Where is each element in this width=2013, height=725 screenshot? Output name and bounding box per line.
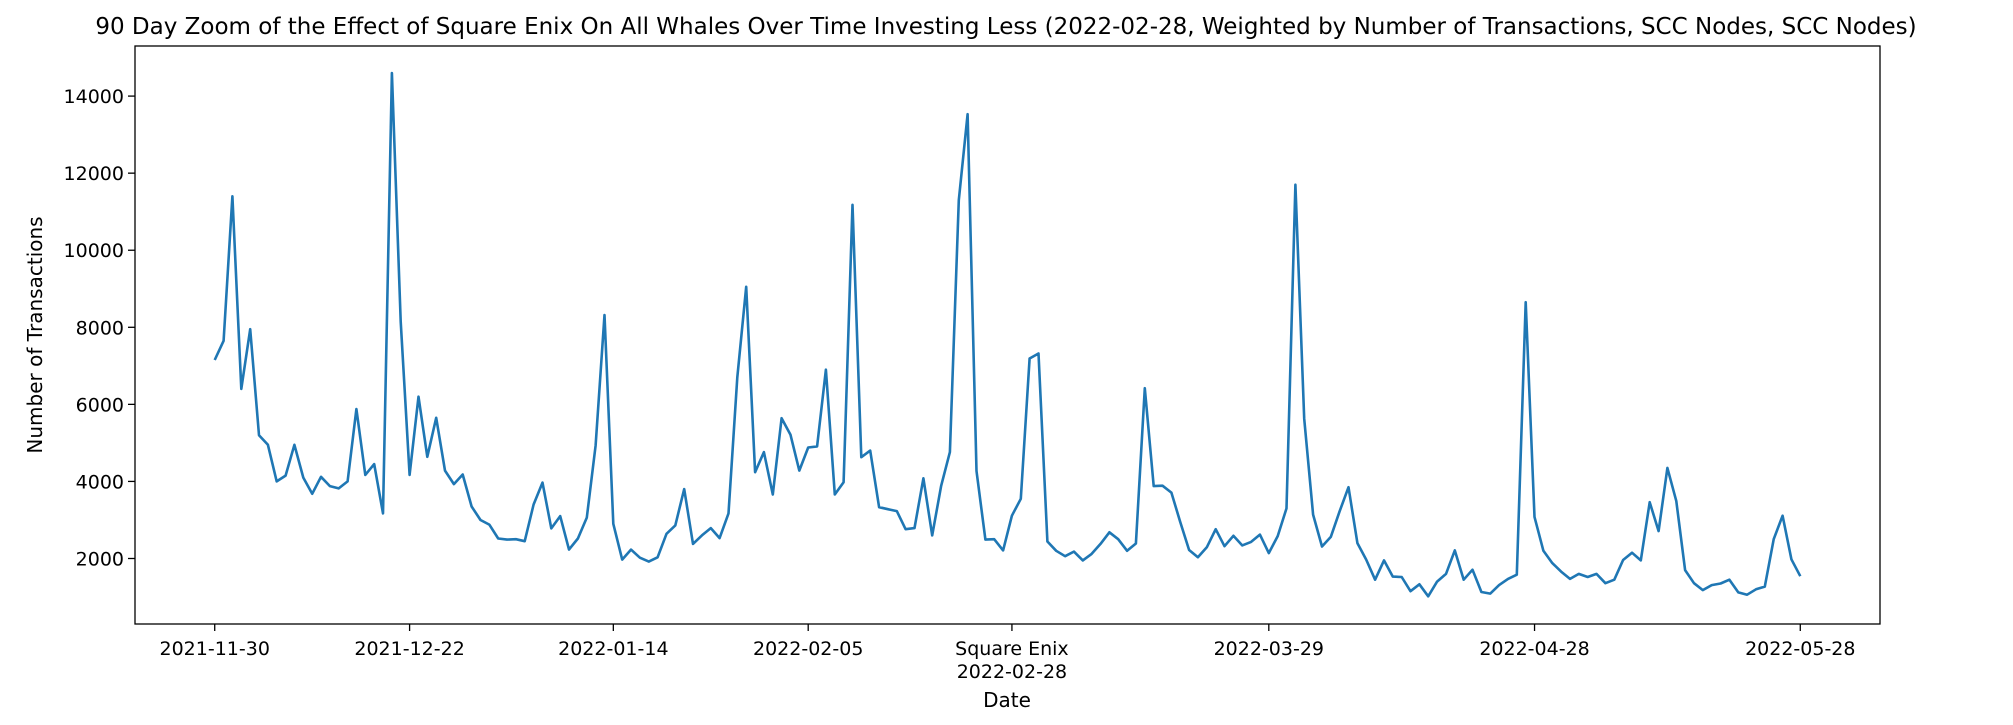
x-tick-label: 2021-12-22 (354, 638, 464, 660)
y-tick-label: 2000 (76, 548, 124, 570)
series-line (213, 71, 1802, 598)
plot-area (134, 45, 1881, 625)
y-tick-label: 6000 (76, 394, 124, 416)
x-tick-label: 2022-01-14 (558, 638, 668, 660)
y-tick-label: 14000 (64, 86, 124, 108)
x-tick-label: 2021-11-30 (160, 638, 270, 660)
x-axis-label: Date (983, 688, 1031, 712)
y-tick-label: 8000 (76, 317, 124, 339)
x-tick-label-secondary: 2022-02-28 (957, 661, 1067, 683)
x-tick-label: 2022-05-28 (1745, 638, 1855, 660)
x-tick-label: 2022-02-05 (753, 638, 863, 660)
x-tick-label: 2022-04-28 (1479, 638, 1589, 660)
y-tick-label: 10000 (64, 240, 124, 262)
x-tick-label: Square Enix (955, 638, 1069, 660)
chart-title: 90 Day Zoom of the Effect of Square Enix… (95, 14, 1916, 40)
x-axis: 2021-11-30 2021-12-22 2022-01-14 2022-02-05… (160, 624, 1855, 683)
x-tick-label: 2022-03-29 (1214, 638, 1324, 660)
y-axis-label: Number of Transactions (23, 216, 47, 453)
y-tick-label: 12000 (64, 163, 124, 185)
y-tick-label: 4000 (76, 471, 124, 493)
y-axis: 2000 4000 6000 8000 10000 12000 14000 (64, 86, 135, 570)
